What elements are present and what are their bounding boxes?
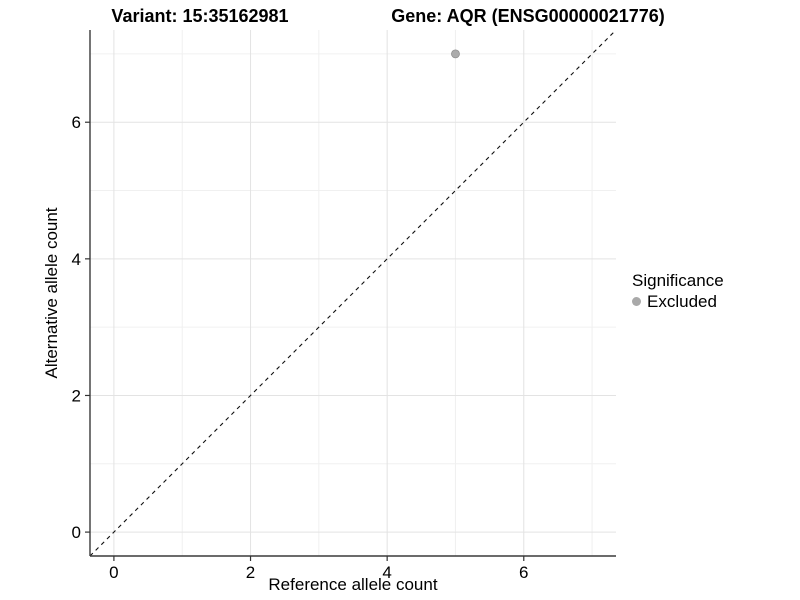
legend: Significance Excluded xyxy=(632,271,724,311)
y-tick-label: 4 xyxy=(72,250,81,269)
y-tick-label: 0 xyxy=(72,523,81,542)
x-tick-label: 2 xyxy=(246,563,255,582)
data-point xyxy=(451,49,460,59)
y-tick-label: 6 xyxy=(72,113,81,132)
y-tick-label: 2 xyxy=(72,386,81,405)
y-axis-title: Alternative allele count xyxy=(42,207,61,378)
x-axis-title: Reference allele count xyxy=(268,575,437,594)
excluded-marker-icon xyxy=(632,297,641,306)
x-tick-label: 0 xyxy=(109,563,118,582)
variant-title: Variant: 15:35162981 xyxy=(111,6,289,26)
legend-entry-label: Excluded xyxy=(647,292,717,311)
x-tick-label: 4 xyxy=(382,563,391,582)
legend-title: Significance xyxy=(632,271,724,290)
gene-title: Gene: AQR (ENSG00000021776) xyxy=(391,6,665,26)
identity-dashed-line xyxy=(89,29,617,557)
legend-entry-excluded: Excluded xyxy=(632,292,724,311)
x-tick-label: 6 xyxy=(519,563,528,582)
